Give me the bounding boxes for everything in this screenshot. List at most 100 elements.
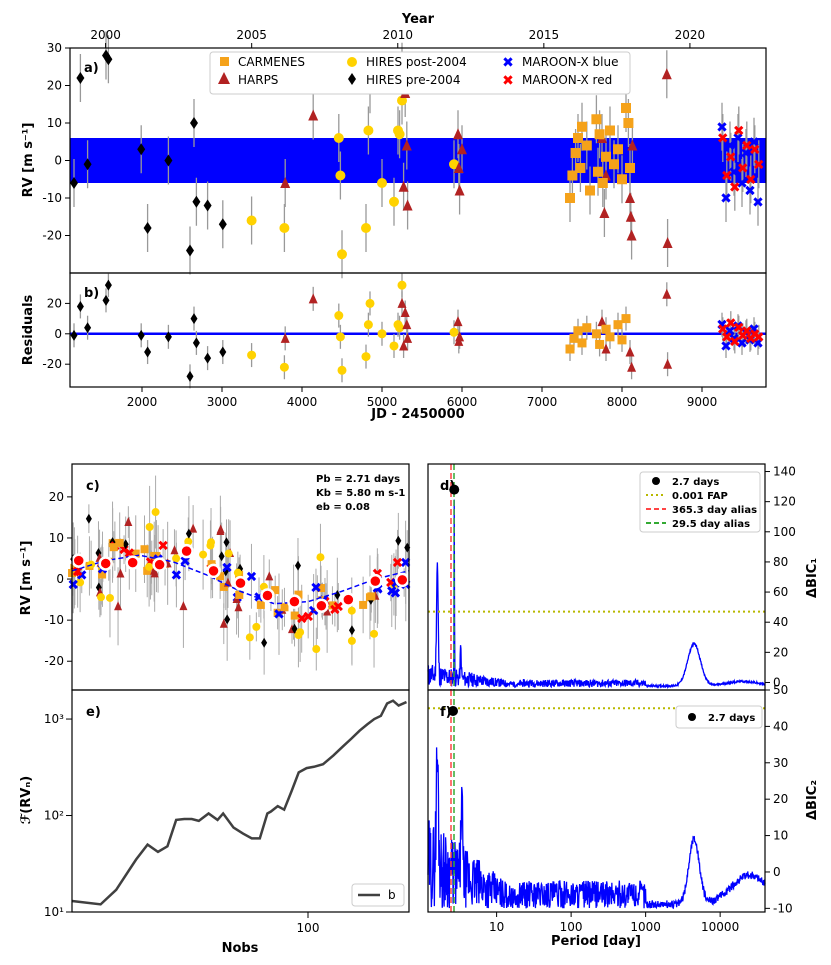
- binned-point: [233, 575, 248, 591]
- carmenes-point: [585, 185, 595, 196]
- hires-pre-point: [190, 117, 198, 129]
- carmenes-point: [597, 178, 608, 188]
- carmenes-point: [219, 582, 228, 591]
- mx-red-point: ✖: [737, 161, 749, 177]
- panel-c-yticks: -20 -10 0 10 20: [44, 490, 72, 668]
- panel-f-peak-marker: [448, 706, 458, 716]
- hires-pre-point: [291, 623, 298, 634]
- binned-point: [314, 598, 329, 614]
- panel-e-legend-label: b: [388, 888, 396, 902]
- carmenes-point: [621, 103, 631, 113]
- panel-d: 0 20 40 60 80 100 120 140 d) ΔBIC₁ 2.7 days 0.0…: [427, 463, 820, 691]
- panel-d-legend-365: 365.3 day alias: [672, 505, 757, 516]
- hires-post-point: [316, 553, 325, 562]
- harps-point: [625, 210, 636, 222]
- legend-harps-marker: [218, 72, 230, 84]
- mx-blue-point: ✖: [744, 184, 756, 200]
- mx-blue-point: ✖: [273, 607, 285, 623]
- panel-c-ylabel: RV [m s⁻¹]: [19, 541, 34, 616]
- mx-blue-point: ✖: [752, 336, 764, 352]
- hires-post-point: [394, 129, 405, 140]
- mx-blue-point: ✖: [67, 577, 79, 593]
- carmenes-point: [570, 148, 581, 158]
- panel-a-ylabel: RV [m s⁻¹]: [21, 123, 36, 198]
- xtick-label: 5000: [367, 395, 398, 409]
- panel-e-ylabel: ℱ(RVₙ): [19, 776, 34, 824]
- mx-red-point: ✖: [729, 334, 741, 350]
- hires-post-point: [370, 629, 379, 638]
- mx-blue-point: ✖: [390, 576, 402, 592]
- panel-b-label: b): [84, 286, 99, 301]
- panel-d-ylabel: ΔBIC₁: [805, 558, 820, 598]
- mx-red-point: ✖: [72, 565, 84, 581]
- harps-point: [403, 332, 413, 343]
- carmenes-point: [109, 543, 118, 552]
- hires-post-point: [337, 365, 347, 375]
- harps-point: [627, 361, 637, 372]
- harps-point: [234, 602, 243, 612]
- ytick-label: 60: [773, 585, 788, 599]
- carmenes-point: [605, 125, 615, 136]
- harps-point: [116, 568, 125, 578]
- hires-post-point: [347, 606, 356, 615]
- hires-post-point: [252, 622, 261, 631]
- carmenes-point: [581, 140, 592, 151]
- mx-blue-point: ✖: [716, 120, 728, 136]
- mx-red-point: ✖: [725, 150, 737, 166]
- ytick-label: 40: [773, 719, 788, 733]
- hires-post-point: [172, 554, 181, 563]
- xtick-label: 10: [489, 920, 504, 934]
- carmenes-point: [617, 174, 627, 185]
- harps-point: [625, 192, 635, 203]
- ytick-label: 20: [773, 645, 788, 659]
- hires-pre-point: [219, 346, 227, 358]
- harps-point: [626, 229, 637, 241]
- hires-post-point: [145, 562, 154, 571]
- hires-pre-point: [261, 637, 268, 648]
- hires-post-point: [145, 522, 154, 531]
- carmenes-point: [577, 338, 587, 348]
- binned-point: [395, 572, 410, 588]
- panel-d-peak-marker: [449, 484, 460, 495]
- mx-blue-point: ✖: [732, 319, 744, 335]
- mx-blue-point: ✖: [720, 339, 732, 355]
- carmenes-point: [601, 151, 611, 162]
- panel-e-frame: [71, 689, 410, 913]
- ytick-label: 120: [773, 495, 796, 509]
- carmenes-point: [577, 121, 587, 132]
- hires-pre-point: [185, 528, 192, 539]
- harps-point: [124, 517, 133, 527]
- hires-post-point: [389, 341, 399, 351]
- hires-post-point: [449, 159, 459, 170]
- mx-red-point: ✖: [725, 316, 737, 332]
- ytick-label: -20: [44, 654, 64, 668]
- harps-point: [150, 568, 159, 578]
- harps-point: [453, 162, 464, 173]
- mx-red-point: ✖: [296, 612, 308, 628]
- hires-post-point: [184, 537, 193, 546]
- panel-f-legend-marker: [688, 713, 696, 721]
- carmenes-point: [70, 563, 79, 572]
- harps-point: [401, 139, 412, 151]
- mx-blue-point: ✖: [171, 568, 183, 584]
- hires-pre-point: [224, 614, 231, 625]
- hires-pre-point: [192, 337, 200, 349]
- carmenes-point: [613, 144, 623, 155]
- panel-e-xlabel: Nobs: [222, 941, 259, 956]
- harps-point: [280, 332, 290, 343]
- hires-post-point: [151, 508, 160, 517]
- hires-post-point: [97, 593, 106, 602]
- panel-d-periodogram: [427, 499, 766, 690]
- mx-red-point: ✖: [749, 327, 761, 343]
- mx-blue-point: ✖: [400, 555, 412, 571]
- mx-blue-point: ✖: [724, 139, 736, 155]
- mx-red-point: ✖: [749, 142, 761, 158]
- carmenes-point: [152, 552, 161, 561]
- mx-blue-point: ✖: [740, 146, 752, 162]
- panel-e-yticks: 10¹ 10² 10³: [44, 712, 72, 919]
- panel-b: ✖✖✖✖✖✖✖✖✖✖✖✖✖✖✖✖✖✖✖✖ -20 0 20 2000 3000 4000…: [21, 272, 767, 422]
- mx-blue-point: ✖: [736, 336, 748, 352]
- harps-point: [402, 199, 413, 211]
